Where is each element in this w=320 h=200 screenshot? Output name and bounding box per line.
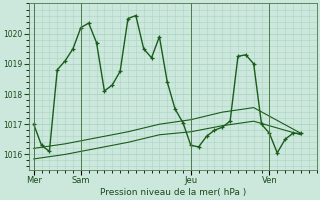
X-axis label: Pression niveau de la mer( hPa ): Pression niveau de la mer( hPa ) [100,188,246,197]
